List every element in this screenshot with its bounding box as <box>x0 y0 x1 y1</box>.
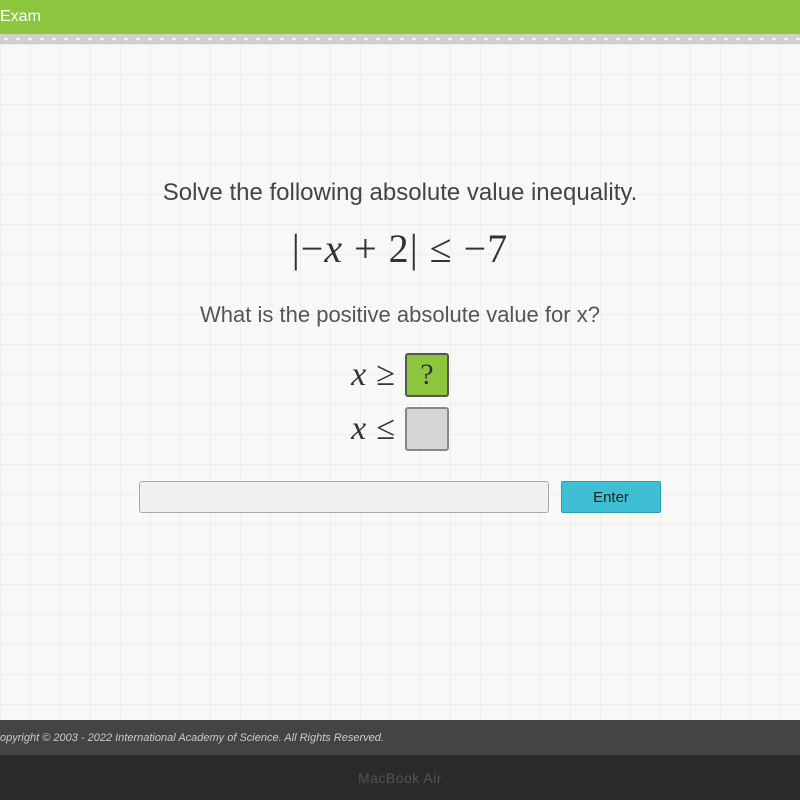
answer1-var: x <box>351 356 366 394</box>
answer2-input-box[interactable] <box>405 407 449 451</box>
answer2-relation: ≤ <box>376 410 395 448</box>
rhs-value: −7 <box>464 226 509 271</box>
relation-symbol: ≤ <box>430 226 453 271</box>
enter-button[interactable]: Enter <box>561 481 661 513</box>
content-area: Solve the following absolute value inequ… <box>0 44 800 720</box>
answer-row-2: x ≤ <box>351 407 449 451</box>
answer1-input-box[interactable]: ? <box>405 353 449 397</box>
abs-inner: −x + 2 <box>301 226 410 271</box>
abs-close: | <box>410 226 419 271</box>
header-title: Exam <box>0 8 41 26</box>
answer-row-1: x ≥ ? <box>351 353 449 397</box>
device-bezel: MacBook Air <box>0 755 800 800</box>
answer-lines: x ≥ ? x ≤ <box>351 353 449 451</box>
device-label: MacBook Air <box>358 770 442 786</box>
answer2-var: x <box>351 410 366 448</box>
header-bar: Exam <box>0 0 800 34</box>
copyright-bar: opyright © 2003 - 2022 International Aca… <box>0 720 800 755</box>
answer1-relation: ≥ <box>376 356 395 394</box>
problem-subtitle: What is the positive absolute value for … <box>200 302 600 328</box>
abs-open: | <box>292 226 301 271</box>
inequality-equation: |−x + 2| ≤ −7 <box>292 225 508 272</box>
problem-title: Solve the following absolute value inequ… <box>163 179 638 207</box>
perforated-edge <box>0 34 800 44</box>
answer-input[interactable] <box>139 481 549 513</box>
input-row: Enter <box>139 481 661 513</box>
screen-area: Exam Solve the following absolute value … <box>0 0 800 755</box>
copyright-text: opyright © 2003 - 2022 International Aca… <box>0 732 384 744</box>
